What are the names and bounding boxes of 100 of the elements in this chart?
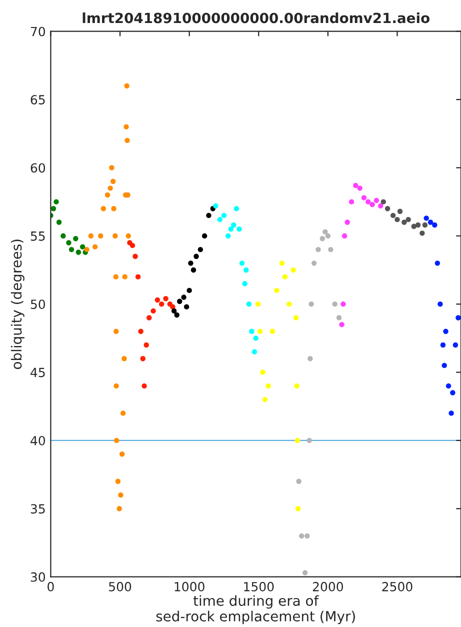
point [311,260,317,266]
point [306,438,312,444]
point [92,244,98,250]
chart-title: lmrt20418910000000000.00randomv21.aeio [82,12,430,24]
point [353,182,358,188]
point [440,342,446,348]
point [80,244,86,250]
point [100,206,106,212]
point [290,267,296,273]
point [190,267,196,273]
point [325,233,331,239]
point [434,260,440,266]
point [296,478,302,484]
point [171,308,177,314]
point [293,315,299,320]
point [424,216,429,221]
point [144,342,149,348]
point [114,328,119,334]
y-tick-label: 40 [30,436,46,446]
point [253,336,258,341]
point [249,328,254,334]
point [236,226,242,232]
point [361,195,367,200]
point [154,297,160,303]
point [113,274,118,280]
point [242,281,248,286]
y-tick-label: 55 [30,232,45,241]
point [126,233,131,239]
point [111,206,116,212]
point [316,246,321,252]
point [73,236,78,242]
point [304,533,310,539]
point [246,301,252,307]
point [438,301,443,307]
point [213,203,218,209]
point [181,294,186,300]
point [397,208,403,214]
point [66,240,72,246]
point [415,222,421,228]
point [98,233,104,239]
point [221,212,227,218]
point [294,383,300,389]
y-tick-label: 50 [30,300,46,310]
point [370,202,375,208]
point [150,308,156,314]
point [380,199,386,204]
y-tick-label: 30 [30,572,46,582]
point [115,478,121,484]
point [116,506,122,512]
point [394,216,400,222]
x-tick-label: 2000 [312,582,344,592]
point [378,203,384,209]
point [194,254,199,259]
point [332,301,338,307]
point [56,220,62,225]
point [198,246,204,252]
point [260,370,266,375]
point [188,260,194,266]
point [132,254,138,259]
point [118,492,124,498]
point [274,288,280,294]
point [108,186,113,191]
point [266,383,271,389]
point [432,222,438,228]
point [124,138,130,144]
point [130,242,136,248]
point [252,349,258,354]
point [302,570,308,576]
point [443,328,448,334]
point [226,233,231,239]
point [231,222,236,228]
point [50,206,56,212]
point [308,356,313,362]
point [420,230,425,236]
point [279,260,285,266]
point [452,342,458,348]
y-axis-title: obliquity (degrees) [10,240,24,369]
point [163,296,168,302]
point [411,224,416,229]
x-axis-title: time during era of sed-rock emplacement (Myr) [156,595,355,624]
point [348,199,354,204]
point [114,383,119,389]
point [299,533,304,539]
point [270,328,276,334]
point [60,233,66,239]
point [124,124,129,130]
point [442,362,447,368]
point [308,301,314,307]
point [450,390,456,396]
point [244,267,249,273]
point [206,212,212,218]
point [322,229,328,234]
point [186,288,192,294]
point [374,198,380,204]
point [296,506,301,512]
point [112,233,118,239]
point [456,315,461,320]
point [104,192,110,198]
point [384,206,390,212]
point [262,396,268,402]
